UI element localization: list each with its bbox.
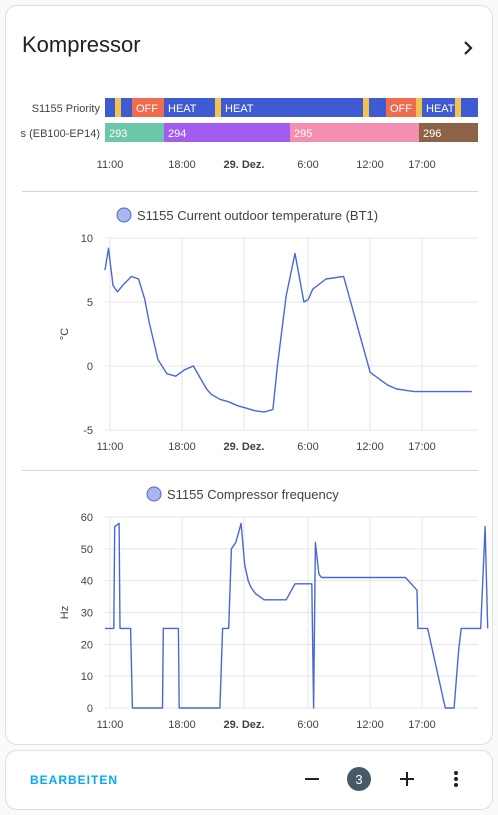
timeline-segment	[164, 123, 290, 142]
timeline-segment	[164, 98, 215, 117]
more-options-button[interactable]	[442, 765, 470, 793]
timeline-segment	[363, 98, 369, 117]
y-tick-label: 40	[81, 576, 93, 588]
timeline-segment-label: 295	[294, 128, 312, 140]
x-tick-label: 6:00	[297, 441, 318, 453]
x-tick-label: 12:00	[356, 441, 384, 453]
y-tick-label: 50	[81, 544, 93, 556]
card-footer: BEARBEITEN 3	[5, 750, 493, 810]
y-tick-label: 0	[87, 703, 93, 715]
y-axis-label: °C	[59, 328, 71, 340]
y-axis-label: Hz	[59, 606, 71, 619]
timeline-segment	[105, 98, 115, 117]
x-tick-label: 6:00	[297, 719, 318, 731]
timeline-segment	[461, 98, 478, 117]
y-tick-label: 5	[87, 297, 93, 309]
x-tick-label: 17:00	[408, 719, 436, 731]
y-tick-label: 60	[81, 512, 93, 524]
minus-icon	[305, 778, 319, 780]
y-tick-label: 30	[81, 608, 93, 620]
history-card: Kompressor S1155 Priority OFF HEAT HEAT OFF H…	[5, 5, 493, 745]
series-line	[104, 247, 472, 413]
x-tick-label: 29. Dez.	[224, 159, 265, 171]
x-tick-label: 29. Dez.	[224, 441, 265, 453]
legend-label: S1155 Compressor frequency	[167, 487, 339, 502]
x-tick-label: 12:00	[356, 719, 384, 731]
timeline-segment-label: 296	[423, 128, 441, 140]
timeline-segment	[369, 98, 386, 117]
x-tick-label: 12:00	[356, 159, 384, 171]
y-tick-label: 0	[87, 361, 93, 373]
x-tick-label: 17:00	[408, 441, 436, 453]
edit-button[interactable]: BEARBEITEN	[30, 773, 119, 787]
timeline-segment-label: 293	[109, 128, 127, 140]
y-tick-label: 10	[81, 671, 93, 683]
timeline-segment	[105, 123, 164, 142]
divider	[22, 191, 478, 192]
timeline-segment	[419, 123, 478, 142]
x-tick-label: 11:00	[97, 441, 124, 453]
timeline-segment	[386, 98, 416, 117]
series-line	[105, 522, 489, 709]
x-tick-label: 17:00	[408, 159, 436, 171]
timeline-segment-label: HEAT	[225, 103, 254, 115]
x-tick-label: 18:00	[168, 719, 196, 731]
y-tick-label: 10	[81, 233, 93, 245]
timeline-segment-label: 294	[168, 128, 186, 140]
timeline-segment	[455, 98, 461, 117]
legend-marker	[146, 486, 162, 502]
timeline-segment	[215, 98, 221, 117]
plus-button[interactable]	[393, 765, 421, 793]
legend-marker	[116, 207, 132, 223]
timeline-segment-label: OFF	[390, 103, 412, 115]
timeline-row-label: S1155 Priority	[32, 103, 101, 115]
timeline-segment	[416, 98, 422, 117]
temperature-chart: S1155 Current outdoor temperature (BT1) 1…	[59, 207, 478, 453]
y-tick-label: 20	[81, 639, 93, 651]
y-tick-label: -5	[83, 425, 93, 437]
timeline-segment	[132, 98, 164, 117]
x-tick-label: 29. Dez.	[224, 719, 265, 731]
minus-button[interactable]	[298, 765, 326, 793]
timeline-chart: S1155 Priority OFF HEAT HEAT OFF HEAT s (EB100…	[21, 98, 478, 171]
count-badge: 3	[347, 767, 371, 791]
more-vert-icon	[454, 771, 458, 787]
x-tick-label: 6:00	[297, 159, 318, 171]
timeline-segment-label: HEAT	[168, 103, 197, 115]
chevron-right-icon[interactable]	[461, 38, 475, 58]
x-tick-label: 11:00	[97, 159, 124, 171]
timeline-segment-label: HEAT	[426, 103, 455, 115]
x-tick-label: 18:00	[168, 159, 196, 171]
x-tick-label: 18:00	[168, 441, 196, 453]
timeline-segment-label: OFF	[136, 103, 158, 115]
x-tick-label: 11:00	[97, 719, 124, 731]
timeline-segment	[121, 98, 132, 117]
timeline-segment	[290, 123, 419, 142]
frequency-chart: S1155 Compressor frequency 60 50 40 30 20 10 0 H…	[59, 486, 489, 731]
timeline-segment	[115, 98, 121, 117]
timeline-segment	[221, 98, 363, 117]
card-title: Kompressor	[22, 32, 141, 57]
timeline-segment	[422, 98, 455, 117]
legend-label: S1155 Current outdoor temperature (BT1)	[137, 208, 378, 223]
timeline-row-label: s (EB100-EP14)	[21, 128, 100, 140]
plus-icon	[400, 772, 414, 786]
divider	[22, 470, 478, 471]
